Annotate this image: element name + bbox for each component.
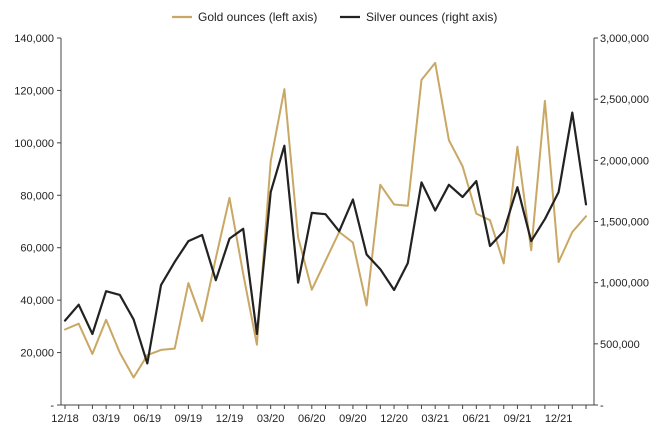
x-axis-ticks: 12/18 03/19 06/19 09/19 12/19 03/20 06/20 09/20… [51, 405, 587, 425]
right-tick-label: 500,000 [600, 339, 640, 351]
right-tick-label: - [600, 400, 604, 412]
left-axis-ticks: - 20,000 40,000 60,000 80,000 100,000 120,000 1… [14, 33, 61, 412]
x-tick-label: 12/20 [380, 413, 408, 425]
legend-label-silver: Silver ounces (right axis) [366, 10, 497, 24]
x-tick-label: 03/19 [92, 413, 120, 425]
x-tick-label: 03/21 [421, 413, 449, 425]
left-tick-label: 140,000 [14, 33, 54, 45]
right-tick-label: 3,000,000 [600, 33, 649, 45]
left-tick-label: 40,000 [20, 295, 54, 307]
left-tick-label: 120,000 [14, 85, 54, 97]
right-tick-label: 2,500,000 [600, 94, 649, 106]
left-tick-label: 60,000 [20, 243, 54, 255]
x-tick-label: 12/19 [216, 413, 244, 425]
right-tick-label: 2,000,000 [600, 155, 649, 167]
x-tick-label: 06/19 [133, 413, 161, 425]
left-tick-label: 80,000 [20, 190, 54, 202]
x-tick-label: 09/21 [504, 413, 532, 425]
right-axis-ticks: - 500,000 1,000,000 1,500,000 2,000,000 2,500… [594, 33, 649, 412]
x-tick-label: 06/21 [463, 413, 491, 425]
silver-series-line [63, 111, 588, 365]
x-tick-label: 12/18 [51, 413, 79, 425]
legend: Gold ounces (left axis) Silver ounces (r… [172, 10, 497, 24]
x-tick-label: 09/20 [339, 413, 367, 425]
right-tick-label: 1,500,000 [600, 217, 649, 229]
left-tick-label: 100,000 [14, 138, 54, 150]
x-tick-label: 12/21 [545, 413, 573, 425]
legend-label-gold: Gold ounces (left axis) [198, 10, 317, 24]
x-tick-label: 03/20 [257, 413, 285, 425]
left-tick-label: 20,000 [20, 348, 54, 360]
left-tick-label: - [50, 400, 54, 412]
series-layer [63, 61, 588, 379]
x-tick-label: 09/19 [175, 413, 203, 425]
x-tick-label: 06/20 [298, 413, 326, 425]
gold-series-line [64, 61, 587, 379]
right-tick-label: 1,000,000 [600, 278, 649, 290]
